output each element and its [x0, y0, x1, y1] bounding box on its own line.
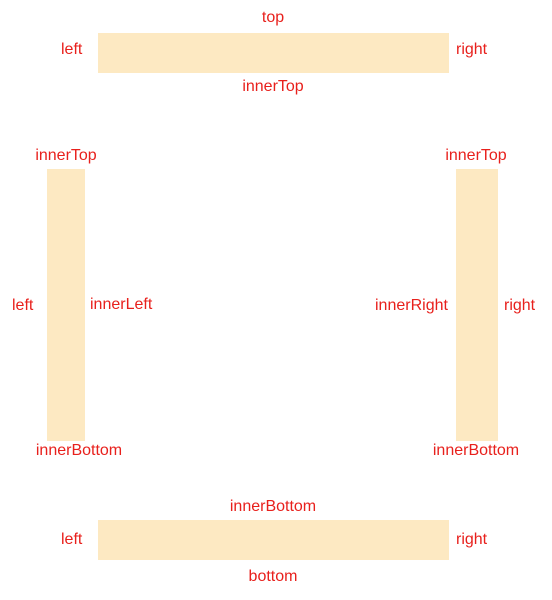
right-bar	[456, 169, 498, 441]
top-bar-right-label: right	[456, 41, 488, 58]
left-bar-innerleft-label: innerLeft	[90, 296, 153, 313]
left-bar-innertop-label: innerTop	[35, 147, 97, 164]
bottom-bar-left-label: left	[61, 531, 83, 548]
left-bar-innerbottom-label: innerBottom	[35, 442, 123, 459]
bottom-bar-innerbottom-label: innerBottom	[229, 498, 317, 515]
bottom-bar-right-label: right	[456, 531, 488, 548]
bottom-bar-bottom-label: bottom	[248, 568, 298, 585]
top-bar-top-label: top	[261, 9, 285, 26]
top-bar-innertop-label: innerTop	[242, 78, 304, 95]
right-bar-right-label: right	[504, 297, 536, 314]
left-bar	[47, 169, 85, 441]
right-bar-innerright-label: innerRight	[375, 297, 448, 314]
left-bar-left-label: left	[12, 297, 34, 314]
top-bar	[98, 33, 449, 73]
right-bar-innerbottom-label: innerBottom	[432, 442, 520, 459]
top-bar-left-label: left	[61, 41, 83, 58]
bottom-bar	[98, 520, 449, 560]
right-bar-innertop-label: innerTop	[445, 147, 507, 164]
